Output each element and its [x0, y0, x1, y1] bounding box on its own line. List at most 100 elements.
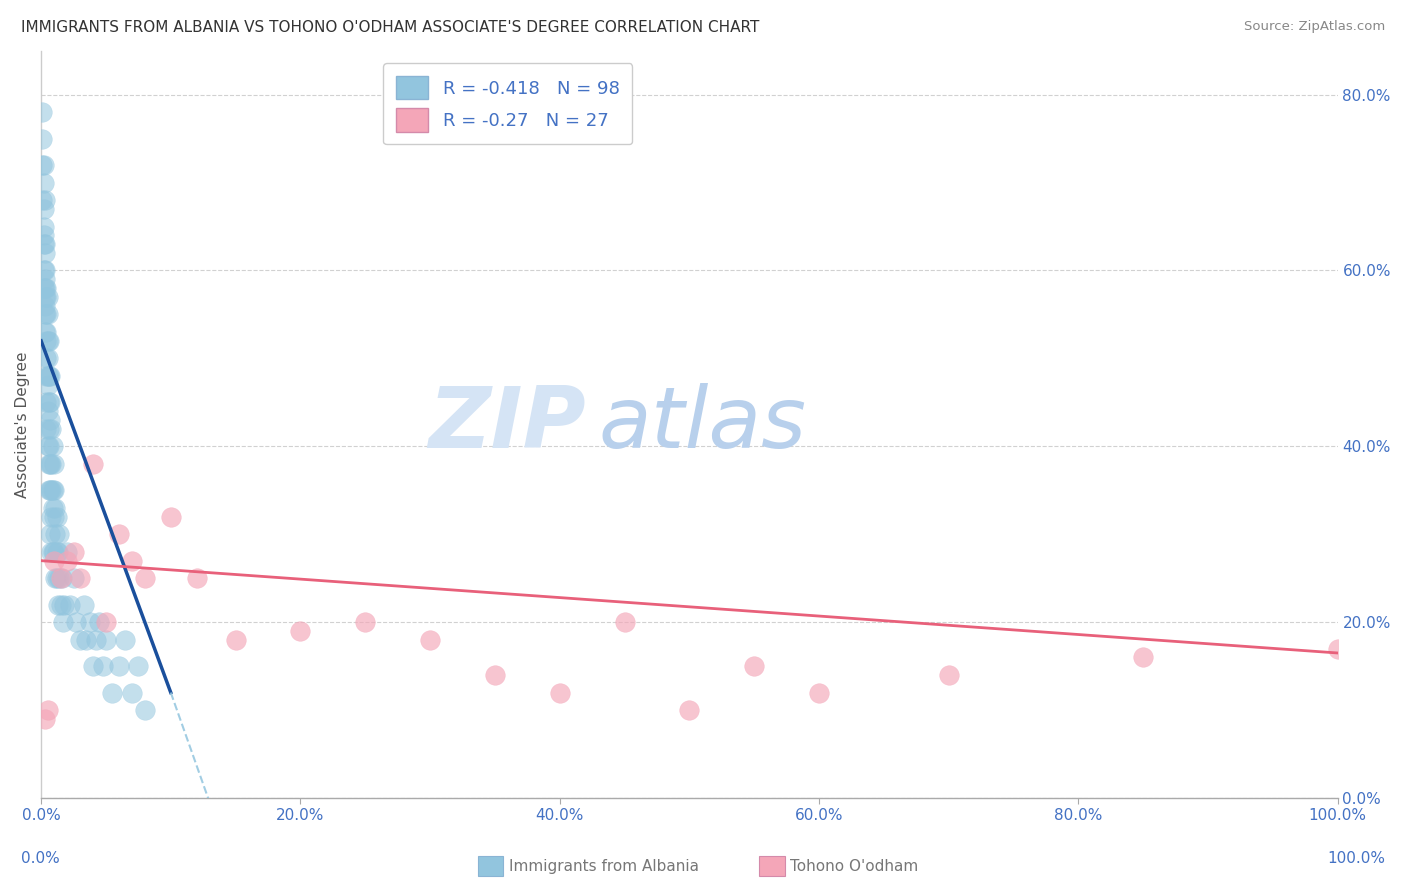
- Point: [32, 219, 55, 234]
- Point: [32, 176, 55, 190]
- Text: ZIP: ZIP: [427, 383, 586, 466]
- Point: [35, 334, 58, 348]
- Point: [742, 659, 765, 673]
- Point: [84, 632, 107, 647]
- Point: [42, 554, 65, 568]
- Point: [53, 598, 76, 612]
- Point: [42, 509, 65, 524]
- Point: [69, 571, 91, 585]
- Point: [808, 685, 831, 699]
- Point: [44, 571, 66, 585]
- Point: [290, 624, 312, 638]
- Point: [37, 369, 59, 384]
- Point: [484, 668, 506, 682]
- Point: [62, 571, 84, 585]
- Point: [34, 246, 56, 260]
- Point: [37, 308, 59, 322]
- Point: [32, 228, 55, 243]
- Point: [34, 263, 56, 277]
- Point: [39, 413, 62, 427]
- Point: [31, 105, 53, 120]
- Point: [34, 237, 56, 252]
- Point: [76, 632, 98, 647]
- Point: [79, 615, 101, 630]
- Point: [613, 615, 636, 630]
- Point: [114, 632, 136, 647]
- Point: [35, 281, 58, 295]
- Point: [39, 369, 62, 384]
- Point: [37, 290, 59, 304]
- Point: [52, 615, 75, 630]
- Point: [354, 615, 377, 630]
- Point: [93, 659, 115, 673]
- Point: [678, 703, 700, 717]
- Point: [73, 598, 96, 612]
- Point: [1326, 641, 1348, 656]
- Point: [34, 299, 56, 313]
- Point: [35, 369, 58, 384]
- Point: [45, 571, 67, 585]
- Point: [42, 439, 65, 453]
- Text: 0.0%: 0.0%: [21, 851, 60, 865]
- Point: [32, 263, 55, 277]
- Point: [101, 685, 124, 699]
- Point: [41, 509, 63, 524]
- Point: [31, 131, 53, 145]
- Point: [134, 703, 156, 717]
- Point: [82, 659, 104, 673]
- Point: [41, 457, 63, 471]
- Point: [225, 632, 247, 647]
- Point: [94, 632, 117, 647]
- Point: [42, 545, 65, 559]
- Legend: R = -0.418   N = 98, R = -0.27   N = 27: R = -0.418 N = 98, R = -0.27 N = 27: [384, 63, 633, 145]
- Point: [419, 632, 441, 647]
- Point: [45, 545, 67, 559]
- Point: [38, 483, 60, 498]
- Text: Source: ZipAtlas.com: Source: ZipAtlas.com: [1244, 20, 1385, 33]
- Point: [38, 439, 60, 453]
- Point: [51, 571, 73, 585]
- Point: [42, 500, 65, 515]
- Point: [65, 615, 87, 630]
- Point: [121, 554, 143, 568]
- Point: [38, 457, 60, 471]
- Point: [38, 422, 60, 436]
- Point: [32, 158, 55, 172]
- Point: [48, 571, 70, 585]
- Point: [37, 404, 59, 418]
- Point: [42, 545, 65, 559]
- Point: [41, 483, 63, 498]
- Point: [108, 659, 131, 673]
- Point: [59, 598, 82, 612]
- Point: [35, 351, 58, 366]
- Text: 100.0%: 100.0%: [1327, 851, 1385, 865]
- Point: [62, 545, 84, 559]
- Point: [31, 193, 53, 207]
- Point: [108, 527, 131, 541]
- Point: [69, 632, 91, 647]
- Point: [32, 202, 55, 216]
- Y-axis label: Associate's Degree: Associate's Degree: [15, 351, 30, 498]
- Point: [32, 237, 55, 252]
- Point: [39, 527, 62, 541]
- Point: [41, 422, 63, 436]
- Point: [35, 325, 58, 339]
- Point: [56, 545, 79, 559]
- Point: [35, 308, 58, 322]
- Text: IMMIGRANTS FROM ALBANIA VS TOHONO O'ODHAM ASSOCIATE'S DEGREE CORRELATION CHART: IMMIGRANTS FROM ALBANIA VS TOHONO O'ODHA…: [21, 20, 759, 35]
- Point: [45, 509, 67, 524]
- Point: [38, 334, 60, 348]
- Point: [39, 483, 62, 498]
- Point: [42, 483, 65, 498]
- Point: [41, 545, 63, 559]
- Text: atlas: atlas: [599, 383, 807, 466]
- Point: [46, 598, 69, 612]
- Point: [49, 571, 72, 585]
- Point: [38, 369, 60, 384]
- Point: [34, 281, 56, 295]
- Point: [32, 281, 55, 295]
- Point: [34, 308, 56, 322]
- Point: [127, 659, 149, 673]
- Point: [34, 272, 56, 286]
- Point: [56, 554, 79, 568]
